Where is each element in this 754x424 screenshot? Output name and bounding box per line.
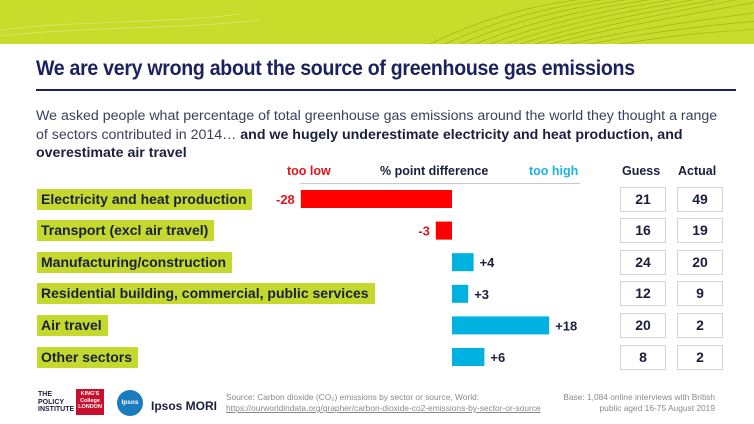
- category-label-residential-building-commercial-public-services: Residential building, commercial, public…: [37, 283, 375, 305]
- actual-value-residential-building-commercial-public-services: 9: [677, 281, 723, 307]
- subtitle: We asked people what percentage of total…: [36, 107, 726, 163]
- guess-value-residential-building-commercial-public-services: 12: [620, 281, 666, 307]
- source-line-1: Source: Carbon dioxide (CO₂) emissions b…: [226, 392, 480, 402]
- bar-electricity-and-heat-production: [300, 190, 452, 208]
- actual-value-electricity-and-heat-production: 49: [677, 186, 723, 212]
- category-label-other-sectors: Other sectors: [37, 346, 139, 368]
- source-note: Source: Carbon dioxide (CO₂) emissions b…: [226, 392, 541, 414]
- category-label-manufacturing-construction: Manufacturing/construction: [37, 251, 233, 273]
- subtitle-emphasis: and we hugely underestimate electricity …: [36, 126, 683, 162]
- subtitle-text: We asked people what percentage of total…: [36, 108, 718, 143]
- guess-value-other-sectors: 8: [620, 344, 666, 370]
- base-note: Base: 1,084 online interviews with Briti…: [563, 392, 715, 413]
- guess-value-electricity-and-heat-production: 21: [620, 186, 666, 212]
- actual-value-air-travel: 2: [677, 312, 723, 338]
- header-point-difference: % point difference: [380, 164, 489, 178]
- bar-air-travel: [452, 316, 550, 335]
- guess-value-transport-excl-air-travel: 16: [620, 218, 666, 244]
- value-label-other-sectors: +6: [490, 350, 505, 365]
- page-title: We are very wrong about the source of gr…: [36, 57, 635, 80]
- header-too-high: too high: [529, 164, 579, 178]
- value-label-residential-building-commercial-public-services: +3: [474, 287, 489, 302]
- category-label-air-travel: Air travel: [37, 314, 108, 336]
- value-label-transport-excl-air-travel: -3: [418, 224, 430, 239]
- category-label-transport-excl-air-travel: Transport (excl air travel): [37, 220, 215, 242]
- bar-other-sectors: [452, 348, 485, 366]
- bar-transport-excl-air-travel: [435, 221, 452, 240]
- value-label-manufacturing-construction: +4: [480, 255, 496, 270]
- kings-college-logo: KING'S College LONDON: [76, 389, 104, 415]
- policy-institute-logo: THE POLICY INSTITUTE: [38, 391, 75, 413]
- source-link[interactable]: https://ourworldindata.org/grapher/carbo…: [226, 403, 541, 413]
- header-divider: [300, 183, 580, 184]
- actual-value-manufacturing-construction: 20: [677, 249, 723, 275]
- value-label-air-travel: +18: [555, 318, 577, 333]
- guess-value-manufacturing-construction: 24: [620, 249, 666, 275]
- header-too-low: too low: [287, 164, 331, 178]
- ipsos-mori-logo: Ipsos MORI: [151, 399, 218, 413]
- actual-value-transport-excl-air-travel: 19: [677, 218, 723, 244]
- actual-value-other-sectors: 2: [677, 344, 723, 370]
- header-banner: [0, 0, 754, 44]
- category-label-electricity-and-heat-production: Electricity and heat production: [37, 188, 253, 210]
- header-actual: Actual: [678, 164, 717, 178]
- bar-residential-building-commercial-public-services: [452, 284, 469, 303]
- value-label-electricity-and-heat-production: -28: [276, 192, 295, 207]
- ipsos-logo: Ipsos: [117, 390, 143, 416]
- header-guess: Guess: [622, 164, 661, 178]
- title-rule: [36, 89, 736, 91]
- bar-manufacturing-construction: [452, 253, 474, 272]
- guess-value-air-travel: 20: [620, 312, 666, 338]
